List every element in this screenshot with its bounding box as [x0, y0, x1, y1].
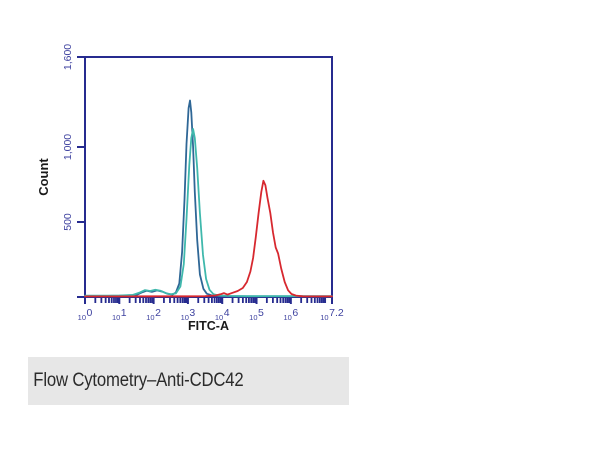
x-tick-label: 101: [112, 307, 127, 322]
y-axis-title: Count: [36, 158, 51, 196]
caption-bar: Flow Cytometry–Anti-CDC42: [28, 357, 349, 405]
x-tick-label: 102: [146, 307, 161, 322]
x-tick-label: 107.2: [320, 307, 344, 322]
x-axis-ticks: 100 101 102 103 104 105 106 107.2: [78, 298, 344, 322]
series-teal-peak-curve: [84, 128, 333, 297]
x-axis-title: FITC-A: [188, 319, 229, 333]
x-tick-label: 104: [215, 307, 230, 322]
x-minor-ticks: [94, 298, 327, 303]
series-dark-blue-peak-curve: [84, 99, 333, 298]
caption-text: Flow Cytometry–Anti-CDC42: [33, 370, 244, 391]
series-red-peak-curve: [84, 179, 333, 298]
x-tick-label: 106: [283, 307, 298, 322]
x-tick-label: 103: [181, 307, 196, 322]
y-tick-label: 1,000: [62, 134, 74, 160]
x-tick-label: 105: [249, 307, 264, 322]
y-tick-label: 1,600: [62, 44, 74, 70]
plot-border: [84, 56, 333, 298]
y-axis-ticks: 500 1,000 1,600: [62, 44, 85, 231]
y-tick-label: 500: [62, 213, 74, 231]
x-tick-label: 100: [78, 307, 93, 322]
